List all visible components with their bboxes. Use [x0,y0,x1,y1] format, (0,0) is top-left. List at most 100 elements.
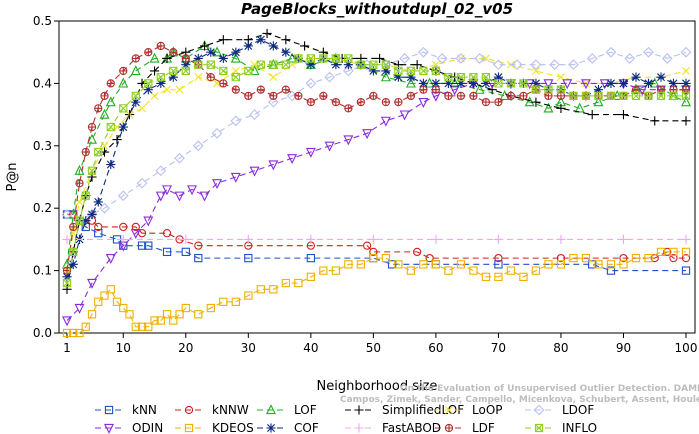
data-point-inflo [681,91,691,101]
data-point-ldf [506,91,516,101]
series-line-knn [67,213,686,272]
data-point-inflo [481,73,491,82]
data-point-cof [681,78,691,88]
data-point-inflo [119,104,128,113]
data-point-odin [380,116,391,127]
data-point-ldf [306,97,315,107]
data-point-inflo [144,79,153,88]
data-point-cof [168,72,178,82]
data-point-ldof [586,53,598,64]
data-point-kdeos [75,328,84,338]
data-point-cof [131,97,141,107]
data-point-inflo [444,73,453,82]
legend-label: kNNW [212,403,249,417]
data-point-knnw [412,247,422,257]
data-point-simplifiedlof [412,60,422,70]
data-point-cof [81,216,91,226]
data-point-ldf [144,48,153,57]
data-point-kdeos [144,322,153,331]
x-tick-label: 60 [428,341,443,355]
legend-item-cof: COF [257,421,319,434]
data-point-loop [69,229,78,238]
data-point-inflo [269,60,278,69]
series-line-knnw [67,213,686,259]
data-point-inflo [75,216,84,225]
data-point-simplifiedlof [281,35,291,45]
data-point-cof [256,35,266,45]
data-point-kdeos [394,260,403,269]
data-point-loop [150,91,159,100]
data-point-kdeos [469,266,478,275]
data-point-inflo [281,60,290,69]
data-point-ldf [481,97,491,107]
legend-item-ldof: LDOF [525,403,594,417]
data-point-ldof [155,165,167,177]
watermark: On the Evaluation of Unsupervised Outlie… [340,384,699,405]
legend-item-knn: kNN [95,403,157,417]
data-point-cof [493,72,504,82]
data-point-ldf [169,48,178,57]
data-point-kdeos [569,253,578,263]
data-point-kdeos [256,285,265,294]
data-point-fastabod [306,234,316,244]
data-point-kdeos [506,266,516,275]
data-point-ldof [117,190,129,202]
data-point-cof [406,72,416,82]
data-point-inflo [94,147,103,157]
data-point-cof [331,60,341,70]
data-point-cof [468,78,479,88]
data-point-inflo [169,66,178,76]
data-point-kdeos [156,316,165,325]
data-point-cof [231,47,241,57]
data-point-cof [643,78,654,88]
data-point-cof [393,72,403,82]
x-tick-label: 50 [366,341,381,355]
data-point-odin [268,160,279,171]
data-point-odin [74,303,85,314]
data-point-odin [143,216,154,227]
data-point-ldf [369,91,378,101]
y-axis: 0.0 0.1 0.2 0.3 0.4 0.5 [33,14,59,340]
data-point-ldof [605,46,617,58]
data-point-cof [618,78,629,88]
data-point-inflo [294,54,303,63]
watermark-line-2: Campos, Zimek, Sander, Campello, Micenko… [340,395,699,405]
data-point-ldf [94,104,103,113]
data-point-knnw [162,229,172,238]
data-point-cof [656,72,666,82]
data-point-knnw [369,247,378,257]
data-point-kdeos [431,260,441,269]
data-point-kdeos [581,253,591,263]
series-line-ldf [66,45,686,271]
data-point-inflo [644,91,653,101]
data-point-cof [181,60,191,70]
series-layer [61,28,692,338]
data-point-ldof [61,209,73,220]
data-point-knn [306,253,315,263]
data-point-odin [174,191,185,202]
data-point-inflo [331,54,341,63]
data-point-cof [68,259,78,269]
x-axis-label: Neighborhood size [317,379,438,394]
data-point-kdeos [137,322,147,331]
data-point-kdeos [644,253,653,263]
data-point-knnw [194,241,203,250]
watermark-line-1: On the Evaluation of Unsupervised Outlie… [400,384,699,394]
data-point-knn [94,229,103,238]
data-point-cof [456,78,466,88]
data-point-kdeos [444,266,453,275]
data-point-ldf [181,54,190,63]
data-point-kdeos [331,266,341,275]
data-point-inflo [581,91,591,101]
data-point-inflo [506,79,516,88]
data-point-odin [212,179,223,190]
data-point-ldof [192,140,204,152]
data-point-odin [418,97,429,108]
data-point-kdeos [219,297,228,306]
x-tick-label: 40 [303,341,318,355]
data-point-ldof [643,46,654,58]
data-point-inflo [131,91,140,101]
data-point-simplifiedlof [487,85,497,95]
legend-label: KDEOS [212,421,254,434]
data-point-loop [138,104,147,113]
